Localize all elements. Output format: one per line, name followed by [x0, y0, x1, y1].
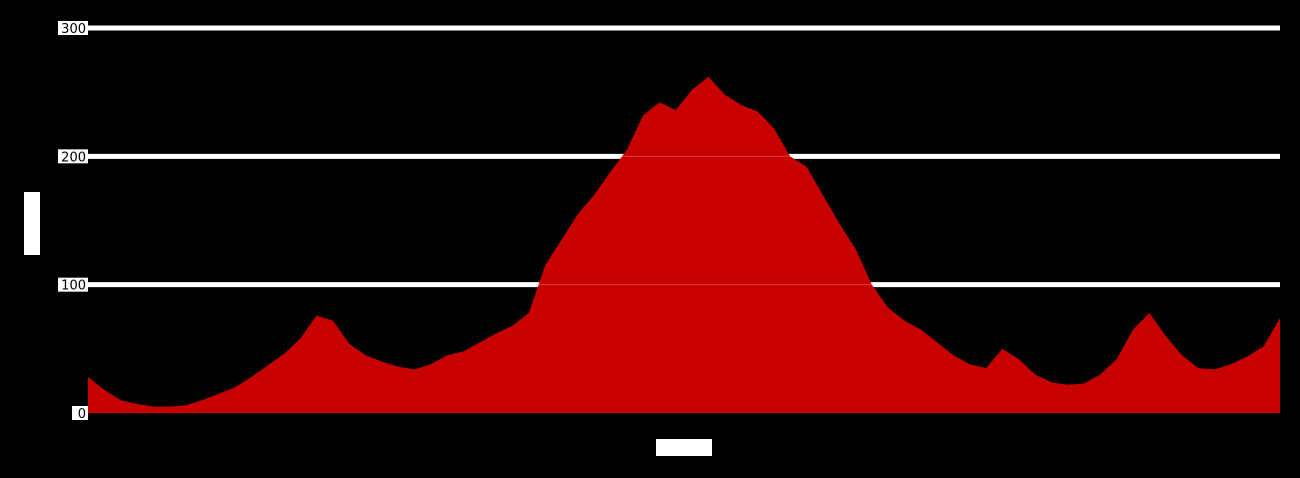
axis-titles	[24, 192, 712, 456]
area-series	[88, 27, 1280, 414]
y-axis-title-box	[24, 192, 40, 255]
x-axis-title-box	[656, 439, 712, 456]
y-tick-label: 200	[61, 150, 86, 165]
y-tick-label-box	[58, 21, 88, 35]
y-tick-label: 300	[61, 22, 86, 37]
y-tick-label-box	[58, 277, 88, 292]
y-tick-label-box	[72, 406, 88, 420]
y-tick-label: 100	[61, 279, 86, 294]
y-tick-label-box	[58, 149, 88, 164]
y-tick-label: 0	[78, 407, 86, 422]
area-fill	[88, 76, 1280, 414]
y-axis-ticks: 0 100 200 300	[58, 21, 88, 422]
